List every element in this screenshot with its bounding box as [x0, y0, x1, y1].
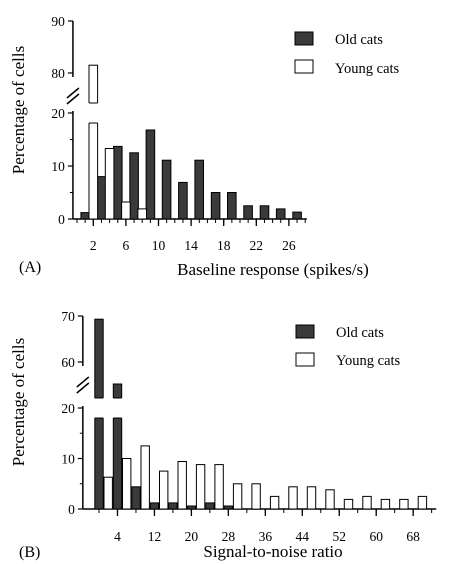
bar-old-cats — [243, 205, 253, 220]
bar-old-cats — [149, 502, 160, 510]
panel-a-ylabel: Percentage of cells — [9, 46, 28, 174]
bar-old-cats — [223, 505, 234, 510]
bar-old-cats — [145, 129, 156, 220]
panel-a: Percentage of cells Baseline response (s… — [9, 14, 400, 279]
x-tick-label: 18 — [217, 238, 231, 253]
panel-b-label: (B) — [19, 544, 40, 561]
bar-young-cats — [88, 64, 99, 220]
y-tick-label: 60 — [61, 355, 75, 370]
x-tick-label: 4 — [114, 529, 121, 544]
bar-young-cats — [137, 208, 147, 220]
bar-young-cats — [380, 498, 391, 510]
x-tick-label: 36 — [259, 529, 273, 544]
bar-old-cats — [210, 192, 221, 220]
bar-old-cats — [112, 383, 123, 510]
axis-break-mark — [76, 376, 90, 388]
bar-old-cats — [259, 205, 270, 220]
axis-break-mark — [66, 93, 80, 105]
x-tick-label: 52 — [332, 529, 346, 544]
legend-label-old-cats: Old cats — [335, 32, 383, 48]
legend-label-old-cats: Old cats — [336, 325, 384, 341]
bar-young-cats — [325, 489, 335, 510]
bar-old-cats — [96, 176, 107, 220]
bar-old-cats — [194, 159, 204, 220]
bar-break-gap — [88, 103, 99, 123]
bar-young-cats — [103, 476, 113, 510]
y-tick-label: 0 — [58, 212, 65, 227]
panel-b-ylabel: Percentage of cells — [9, 338, 28, 466]
x-tick-label: 44 — [296, 529, 310, 544]
panel-a-xlabel: Baseline response (spikes/s) — [177, 260, 369, 279]
x-tick-label: 10 — [152, 238, 166, 253]
bar-young-cats — [306, 486, 317, 510]
legend-swatch-young-cats — [294, 59, 314, 74]
bar-old-cats — [168, 502, 178, 510]
bar-old-cats — [205, 502, 215, 510]
bar-young-cats — [343, 498, 354, 510]
panel-b-legend: Old cats Young cats — [295, 324, 401, 369]
bar-old-cats — [292, 211, 302, 220]
legend-swatch-old-cats — [295, 324, 315, 339]
bar-young-cats — [269, 495, 280, 510]
bar-old-cats — [129, 152, 139, 220]
panel-b-xlabel: Signal-to-noise ratio — [203, 542, 342, 561]
y-tick-label: 20 — [51, 106, 65, 121]
x-tick-label: 28 — [222, 529, 236, 544]
x-tick-label: 2 — [90, 238, 97, 253]
panel-b: Percentage of cells Signal-to-noise rati… — [9, 309, 437, 561]
bar-old-cats — [178, 181, 188, 220]
legend-label-young-cats: Young cats — [336, 353, 401, 369]
bar-young-cats — [104, 148, 115, 220]
x-tick-label: 20 — [185, 529, 199, 544]
x-tick-label: 12 — [148, 529, 162, 544]
bar-young-cats — [288, 486, 298, 510]
bar-young-cats — [214, 464, 224, 510]
x-tick-label: 14 — [184, 238, 198, 253]
axis-break-mark — [66, 87, 80, 99]
bar-young-cats — [122, 458, 132, 510]
bar-young-cats — [362, 495, 372, 510]
y-tick-label: 70 — [61, 309, 75, 324]
y-tick-label: 80 — [51, 66, 65, 81]
bar-young-cats — [399, 498, 409, 510]
panel-a-label: (A) — [19, 259, 41, 276]
x-tick-label: 6 — [123, 238, 130, 253]
axis-break-mark — [76, 382, 90, 394]
y-tick-label: 10 — [51, 159, 65, 174]
y-tick-label: 20 — [61, 401, 75, 416]
y-tick-label: 90 — [51, 14, 65, 29]
x-tick-label: 22 — [250, 238, 264, 253]
bar-break-gap — [93, 398, 105, 418]
bar-young-cats — [195, 464, 206, 510]
bar-break-gap — [112, 398, 123, 418]
bar-old-cats — [131, 486, 141, 510]
x-tick-label: 60 — [369, 529, 383, 544]
bar-young-cats — [121, 201, 131, 220]
bar-old-cats — [275, 208, 286, 220]
bar-old-cats — [186, 505, 197, 510]
y-tick-label: 10 — [61, 452, 75, 467]
bar-old-cats — [227, 192, 237, 220]
panel-b-bars — [93, 318, 428, 510]
y-tick-label: 0 — [68, 502, 75, 517]
bar-young-cats — [177, 461, 187, 510]
x-tick-label: 68 — [406, 529, 420, 544]
bar-old-cats — [113, 145, 123, 220]
bar-young-cats — [140, 445, 150, 510]
x-tick-label: 26 — [282, 238, 296, 253]
bar-young-cats — [232, 483, 243, 510]
bar-young-cats — [251, 483, 261, 510]
bar-young-cats — [417, 495, 428, 510]
bar-young-cats — [159, 470, 169, 510]
legend-label-young-cats: Young cats — [335, 61, 400, 77]
legend-swatch-old-cats — [294, 31, 314, 46]
legend-swatch-young-cats — [295, 352, 315, 367]
panel-a-bars — [80, 64, 302, 220]
panel-a-legend: Old cats Young cats — [294, 31, 400, 77]
bar-old-cats — [80, 212, 91, 220]
bar-old-cats — [161, 159, 172, 220]
